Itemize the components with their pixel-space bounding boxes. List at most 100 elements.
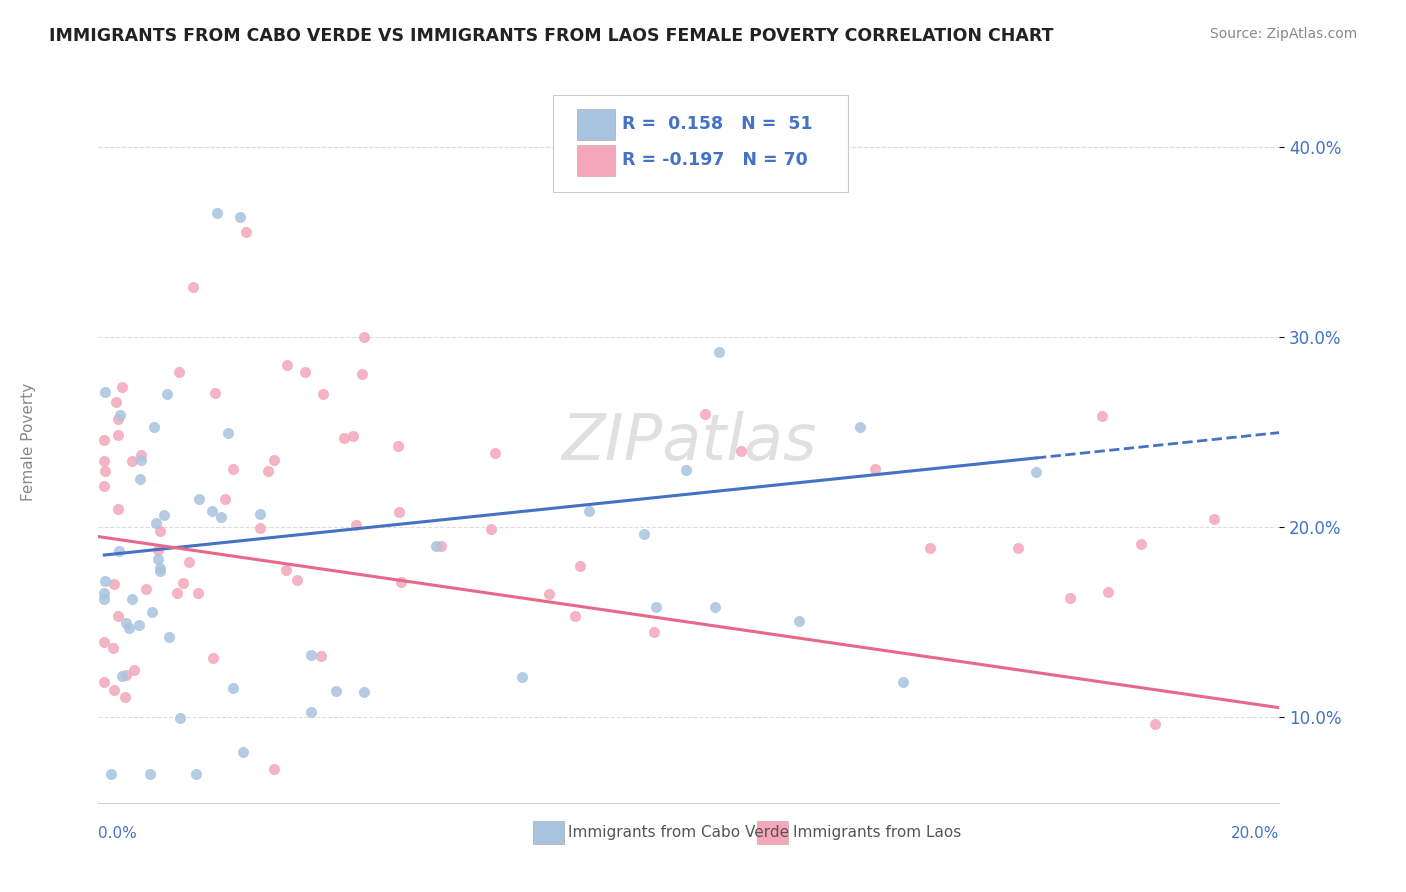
Point — [325, 683, 347, 698]
Point — [920, 541, 942, 555]
Point — [115, 615, 138, 630]
Point — [1059, 591, 1081, 605]
Point — [122, 663, 145, 677]
Point — [186, 767, 208, 781]
Point — [204, 386, 226, 401]
Y-axis label: Female Poverty: Female Poverty — [21, 383, 37, 500]
Point — [1091, 409, 1114, 424]
Point — [94, 574, 117, 589]
Point — [249, 521, 271, 535]
Point — [578, 504, 600, 518]
FancyBboxPatch shape — [553, 95, 848, 193]
Text: Immigrants from Laos: Immigrants from Laos — [793, 825, 962, 840]
Point — [633, 527, 655, 541]
Point — [115, 667, 138, 681]
Point — [205, 206, 228, 220]
Point — [138, 767, 160, 781]
Text: IMMIGRANTS FROM CABO VERDE VS IMMIGRANTS FROM LAOS FEMALE POVERTY CORRELATION CH: IMMIGRANTS FROM CABO VERDE VS IMMIGRANTS… — [49, 27, 1053, 45]
Point — [146, 543, 169, 558]
Point — [214, 492, 236, 507]
Point — [107, 411, 129, 425]
Point — [263, 762, 285, 776]
FancyBboxPatch shape — [533, 821, 564, 844]
Point — [312, 387, 335, 401]
Point — [274, 563, 297, 577]
Point — [93, 434, 115, 448]
Text: R =  0.158   N =  51: R = 0.158 N = 51 — [621, 115, 813, 133]
Point — [484, 445, 506, 459]
Point — [848, 419, 870, 434]
Point — [145, 516, 167, 530]
Point — [285, 574, 308, 588]
Point — [101, 641, 124, 656]
Point — [389, 574, 412, 589]
Point — [179, 555, 201, 569]
Point — [149, 564, 172, 578]
Point — [107, 428, 129, 442]
Point — [107, 502, 129, 516]
Point — [221, 681, 243, 696]
Point — [148, 552, 170, 566]
Point — [188, 492, 211, 507]
Point — [103, 682, 125, 697]
Point — [128, 618, 150, 632]
Text: ZIPatlas: ZIPatlas — [561, 410, 817, 473]
Point — [93, 591, 115, 606]
Point — [537, 587, 560, 601]
Point — [1097, 584, 1119, 599]
Point — [333, 432, 356, 446]
Point — [107, 544, 129, 558]
Point — [117, 621, 139, 635]
Point — [675, 463, 697, 477]
Point — [149, 561, 172, 575]
Point — [129, 452, 152, 467]
Point — [257, 464, 280, 478]
Point — [128, 472, 150, 486]
Point — [94, 464, 117, 478]
Point — [430, 539, 453, 553]
Point — [157, 631, 180, 645]
Point — [1007, 541, 1029, 555]
Point — [569, 559, 592, 574]
Text: 0.0%: 0.0% — [98, 826, 138, 840]
Point — [217, 425, 239, 440]
Point — [232, 745, 254, 759]
Point — [166, 586, 188, 600]
Text: Source: ZipAtlas.com: Source: ZipAtlas.com — [1209, 27, 1357, 41]
Point — [141, 605, 163, 619]
Point — [353, 330, 375, 344]
Point — [149, 524, 172, 539]
Point — [294, 365, 316, 379]
Point — [143, 420, 166, 434]
Point — [187, 586, 209, 600]
Text: R = -0.197   N = 70: R = -0.197 N = 70 — [621, 151, 807, 169]
Point — [110, 669, 132, 683]
Point — [135, 582, 157, 597]
Point — [707, 345, 730, 359]
Point — [350, 367, 373, 381]
Point — [893, 675, 915, 690]
Point — [111, 380, 134, 394]
Point — [643, 624, 665, 639]
Point — [564, 609, 586, 624]
Point — [1144, 716, 1167, 731]
Point — [229, 210, 252, 224]
Point — [201, 504, 224, 518]
Point — [342, 429, 364, 443]
Point — [235, 226, 257, 240]
Point — [100, 767, 122, 781]
Point — [510, 670, 533, 684]
Point — [93, 454, 115, 468]
Point — [153, 508, 176, 522]
Point — [169, 711, 191, 725]
Point — [263, 452, 285, 467]
Point — [730, 443, 752, 458]
Point — [863, 462, 886, 476]
Point — [387, 439, 409, 453]
Point — [169, 365, 191, 379]
Point — [93, 635, 115, 649]
Point — [425, 539, 447, 553]
Text: Immigrants from Cabo Verde: Immigrants from Cabo Verde — [568, 825, 790, 840]
Point — [93, 675, 115, 690]
Point — [1202, 512, 1225, 526]
